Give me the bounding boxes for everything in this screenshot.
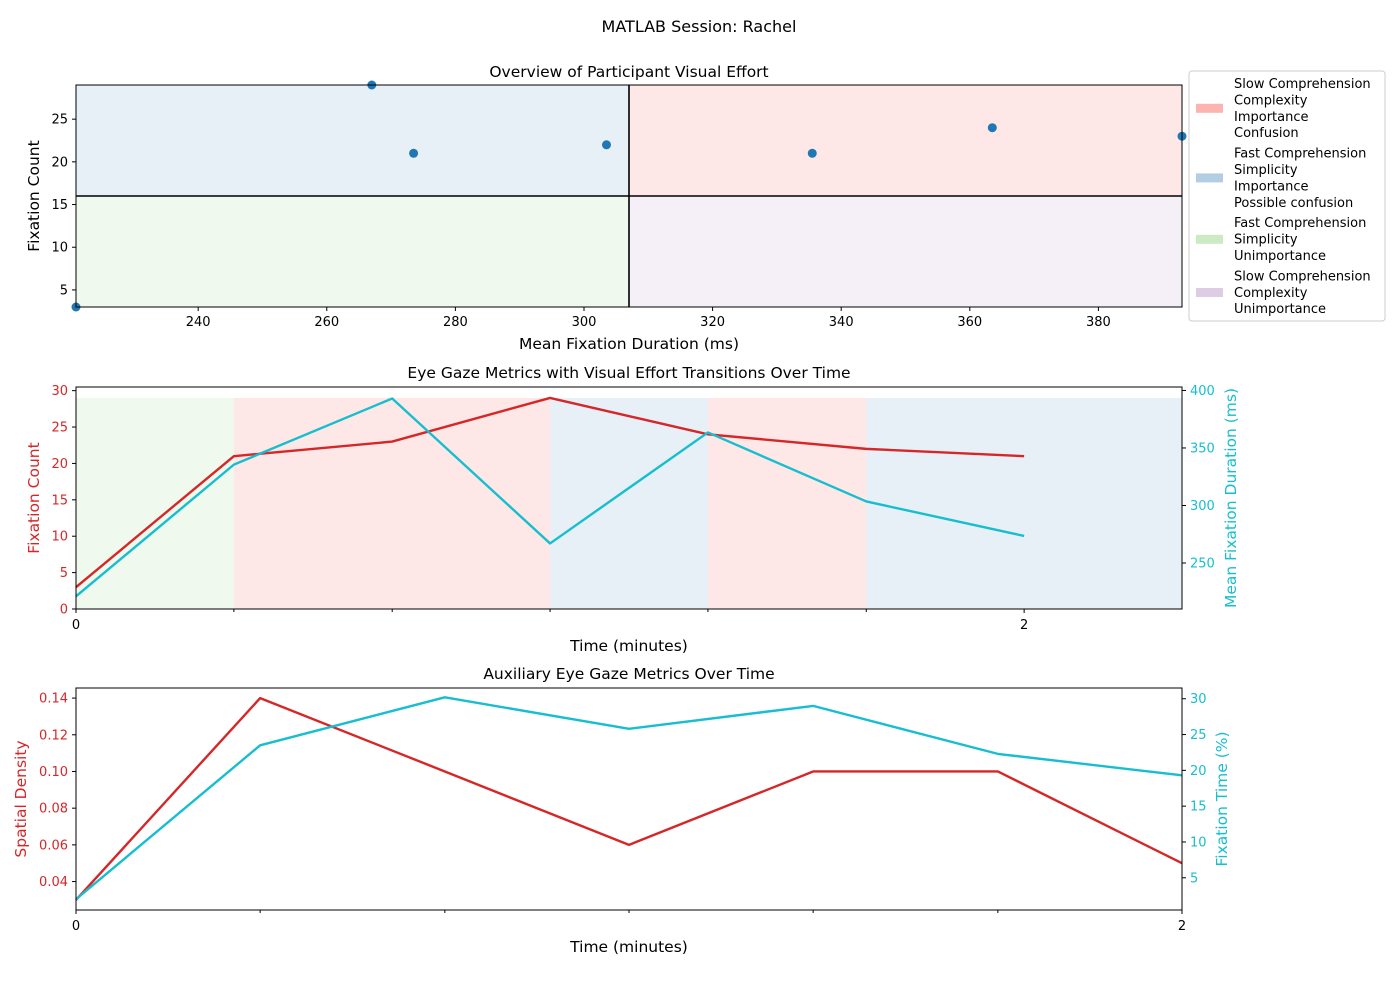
legend-label-0: Slow Comprehension (1234, 77, 1371, 92)
scatter-point-5 (987, 123, 997, 133)
quadrant-top-left (76, 85, 629, 196)
x-tick-label: 240 (186, 315, 211, 330)
scatter-axes-frame (75, 84, 1183, 308)
y-tick-label: 15 (51, 198, 68, 213)
x-tick-label: 280 (443, 315, 468, 330)
right-ylabel-2: Mean Fixation Duration (ms) (1222, 388, 1240, 608)
right-y-tick-label: 300 (1190, 499, 1215, 514)
line-axes-frame-2 (75, 386, 1183, 610)
line-xlabel-3: Time (minutes) (569, 938, 688, 956)
scatter-title: Overview of Participant Visual Effort (489, 63, 768, 81)
left-ylabel-2: Fixation Count (25, 442, 43, 553)
x-tick-label: 300 (572, 315, 597, 330)
scatter-point-4 (807, 148, 817, 158)
band-2 (550, 397, 708, 609)
legend-label-1: Importance (1234, 179, 1309, 194)
x-tick-label: 2 (1020, 618, 1028, 633)
y-tick-label: 25 (51, 113, 68, 128)
left-y-tick-label: 15 (51, 493, 68, 508)
x-tick-label: 2 (1178, 919, 1186, 934)
right-y-tick-label: 30 (1190, 692, 1207, 707)
quadrant-bottom-left (76, 196, 629, 307)
legend-label-0: Complexity (1234, 93, 1308, 108)
legend-label-0: Importance (1234, 110, 1309, 125)
legend-label-1: Simplicity (1234, 163, 1298, 178)
y-tick-label: 10 (51, 241, 68, 256)
right-ylabel-3: Fixation Time (%) (1213, 731, 1231, 866)
left-y-tick-label: 0.12 (39, 728, 68, 743)
legend-swatch-3 (1196, 288, 1223, 297)
legend: Slow ComprehensionComplexityImportanceCo… (1188, 70, 1386, 322)
legend-label-2: Unimportance (1234, 249, 1326, 264)
line-title-2: Eye Gaze Metrics with Visual Effort Tran… (407, 364, 850, 382)
y-tick-label: 5 (60, 283, 68, 298)
legend-swatch-0 (1196, 103, 1223, 113)
left-ylabel-3: Spatial Density (12, 740, 30, 857)
scatter-xlabel: Mean Fixation Duration (ms) (519, 335, 739, 353)
left-y-tick-label: 25 (51, 421, 68, 436)
left-y-tick-label: 10 (51, 530, 68, 545)
right-y-tick-label: 350 (1190, 441, 1215, 456)
left-y-tick-label: 0.04 (39, 875, 68, 890)
x-tick-label: 360 (957, 315, 982, 330)
quadrant-bottom-right (629, 196, 1182, 307)
series-line-2-red (75, 396, 1025, 589)
series-line-3-red (75, 696, 1183, 901)
left-y-tick-label: 20 (51, 457, 68, 472)
quadrant-top-right (629, 85, 1182, 196)
legend-label-2: Simplicity (1234, 233, 1298, 248)
left-y-tick-label: 0.08 (39, 802, 68, 817)
line-axes-frame-3 (75, 687, 1183, 911)
band-3 (707, 397, 867, 609)
legend-label-1: Fast Comprehension (1234, 147, 1366, 162)
right-y-tick-label: 20 (1190, 764, 1207, 779)
scatter-point-3 (601, 140, 611, 150)
legend-label-0: Confusion (1234, 126, 1299, 141)
series-line-2-cyan (75, 397, 1025, 598)
right-y-tick-label: 5 (1190, 871, 1198, 886)
left-y-tick-label: 0.14 (39, 692, 68, 707)
legend-label-3: Unimportance (1234, 302, 1326, 317)
left-y-tick-label: 0 (60, 603, 68, 618)
legend-label-1: Possible confusion (1234, 196, 1353, 211)
right-y-tick-label: 400 (1190, 384, 1215, 399)
left-y-tick-label: 0.06 (39, 838, 68, 853)
band-1 (233, 397, 551, 609)
series-line-3-cyan (75, 696, 1183, 901)
x-tick-label: 0 (72, 618, 80, 633)
x-tick-label: 340 (829, 315, 854, 330)
y-tick-label: 20 (51, 155, 68, 170)
right-y-tick-label: 250 (1190, 556, 1215, 571)
legend-label-3: Slow Comprehension (1234, 269, 1371, 284)
x-tick-label: 380 (1086, 315, 1111, 330)
x-tick-label: 320 (700, 315, 725, 330)
x-tick-label: 260 (314, 315, 339, 330)
scatter-ylabel: Fixation Count (25, 140, 43, 251)
x-tick-label: 0 (72, 919, 80, 934)
right-y-tick-label: 25 (1190, 728, 1207, 743)
left-y-tick-label: 0.10 (39, 765, 68, 780)
left-y-tick-label: 30 (51, 384, 68, 399)
right-y-tick-label: 15 (1190, 800, 1207, 815)
scatter-point-2 (409, 148, 419, 158)
legend-swatch-1 (1196, 173, 1223, 183)
legend-frame (1188, 70, 1386, 322)
band-4 (866, 397, 1182, 609)
legend-label-3: Complexity (1234, 286, 1308, 301)
figure-title: MATLAB Session: Rachel (602, 17, 797, 36)
legend-swatch-2 (1196, 234, 1223, 244)
line-title-3: Auxiliary Eye Gaze Metrics Over Time (483, 665, 774, 683)
line-xlabel-2: Time (minutes) (569, 637, 688, 655)
left-y-tick-label: 5 (60, 566, 68, 581)
legend-label-2: Fast Comprehension (1234, 216, 1366, 231)
right-y-tick-label: 10 (1190, 835, 1207, 850)
